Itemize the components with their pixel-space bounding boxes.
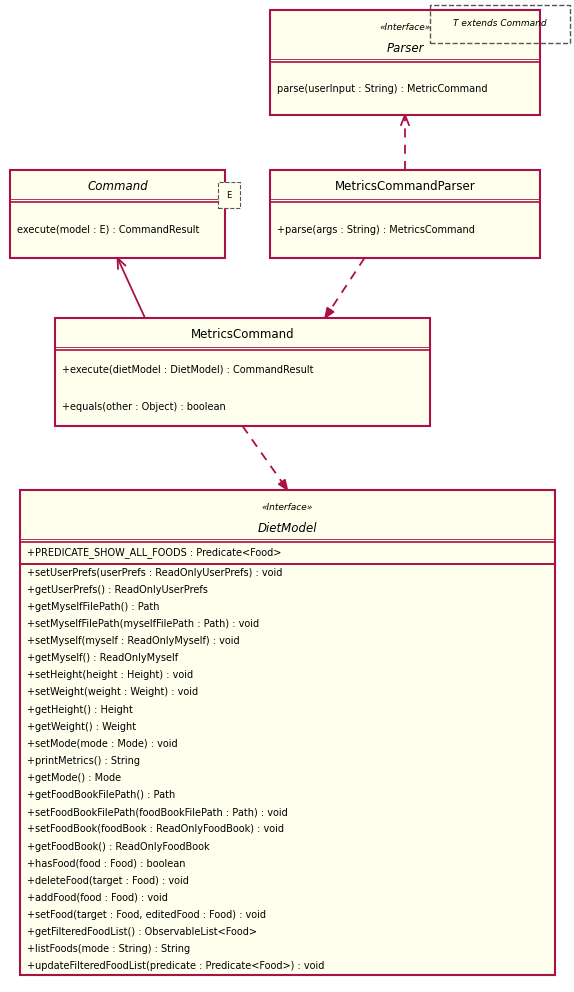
Text: E: E: [226, 190, 232, 199]
Text: MetricsCommand: MetricsCommand: [191, 327, 294, 340]
Polygon shape: [278, 479, 288, 490]
Text: +getFoodBook() : ReadOnlyFoodBook: +getFoodBook() : ReadOnlyFoodBook: [27, 841, 210, 851]
Bar: [218, 182, 240, 208]
Bar: [20, 490, 555, 975]
Text: +setUserPrefs(userPrefs : ReadOnlyUserPrefs) : void: +setUserPrefs(userPrefs : ReadOnlyUserPr…: [27, 567, 282, 577]
Text: T extends Command: T extends Command: [453, 20, 547, 29]
Text: +equals(other : Object) : boolean: +equals(other : Object) : boolean: [62, 402, 226, 412]
Text: +getMode() : Mode: +getMode() : Mode: [27, 773, 121, 783]
Text: +getHeight() : Height: +getHeight() : Height: [27, 704, 133, 714]
Text: parse(userInput : String) : MetricCommand: parse(userInput : String) : MetricComman…: [277, 83, 487, 93]
Text: +getMyself() : ReadOnlyMyself: +getMyself() : ReadOnlyMyself: [27, 653, 178, 664]
Bar: [10, 170, 225, 258]
Text: +listFoods(mode : String) : String: +listFoods(mode : String) : String: [27, 944, 190, 954]
Text: +getWeight() : Weight: +getWeight() : Weight: [27, 722, 136, 732]
Text: +execute(dietModel : DietModel) : CommandResult: +execute(dietModel : DietModel) : Comman…: [62, 364, 313, 374]
Text: +getFoodBookFilePath() : Path: +getFoodBookFilePath() : Path: [27, 791, 175, 801]
Text: +printMetrics() : String: +printMetrics() : String: [27, 756, 140, 766]
Polygon shape: [325, 308, 334, 318]
Text: +hasFood(food : Food) : boolean: +hasFood(food : Food) : boolean: [27, 859, 185, 869]
Text: execute(model : E) : CommandResult: execute(model : E) : CommandResult: [17, 225, 199, 235]
Text: +setWeight(weight : Weight) : void: +setWeight(weight : Weight) : void: [27, 687, 198, 697]
Text: Parser: Parser: [386, 42, 424, 55]
Text: +PREDICATE_SHOW_ALL_FOODS : Predicate<Food>: +PREDICATE_SHOW_ALL_FOODS : Predicate<Fo…: [27, 548, 281, 558]
Text: «Interface»: «Interface»: [262, 504, 313, 513]
Text: +getMyselfFilePath() : Path: +getMyselfFilePath() : Path: [27, 602, 160, 612]
Text: DietModel: DietModel: [258, 522, 317, 535]
Text: +getFilteredFoodList() : ObservableList<Food>: +getFilteredFoodList() : ObservableList<…: [27, 928, 257, 937]
Text: +setFoodBook(foodBook : ReadOnlyFoodBook) : void: +setFoodBook(foodBook : ReadOnlyFoodBook…: [27, 824, 284, 834]
Text: +setMyselfFilePath(myselfFilePath : Path) : void: +setMyselfFilePath(myselfFilePath : Path…: [27, 619, 259, 629]
Text: Command: Command: [87, 180, 148, 192]
Bar: [270, 10, 540, 115]
Text: MetricsCommandParser: MetricsCommandParser: [335, 180, 475, 192]
Text: +setFood(target : Food, editedFood : Food) : void: +setFood(target : Food, editedFood : Foo…: [27, 910, 266, 920]
Bar: [55, 318, 430, 426]
Text: «Interface»: «Interface»: [379, 24, 430, 33]
Bar: [430, 5, 570, 43]
Text: +setMyself(myself : ReadOnlyMyself) : void: +setMyself(myself : ReadOnlyMyself) : vo…: [27, 636, 239, 646]
Text: +setHeight(height : Height) : void: +setHeight(height : Height) : void: [27, 671, 193, 681]
Text: +setMode(mode : Mode) : void: +setMode(mode : Mode) : void: [27, 739, 177, 749]
Text: +addFood(food : Food) : void: +addFood(food : Food) : void: [27, 893, 168, 903]
Text: +setFoodBookFilePath(foodBookFilePath : Path) : void: +setFoodBookFilePath(foodBookFilePath : …: [27, 807, 288, 817]
Text: +updateFilteredFoodList(predicate : Predicate<Food>) : void: +updateFilteredFoodList(predicate : Pred…: [27, 961, 324, 971]
Text: +deleteFood(target : Food) : void: +deleteFood(target : Food) : void: [27, 876, 189, 886]
Text: +getUserPrefs() : ReadOnlyUserPrefs: +getUserPrefs() : ReadOnlyUserPrefs: [27, 584, 208, 594]
Text: +parse(args : String) : MetricsCommand: +parse(args : String) : MetricsCommand: [277, 225, 475, 235]
Bar: [270, 170, 540, 258]
